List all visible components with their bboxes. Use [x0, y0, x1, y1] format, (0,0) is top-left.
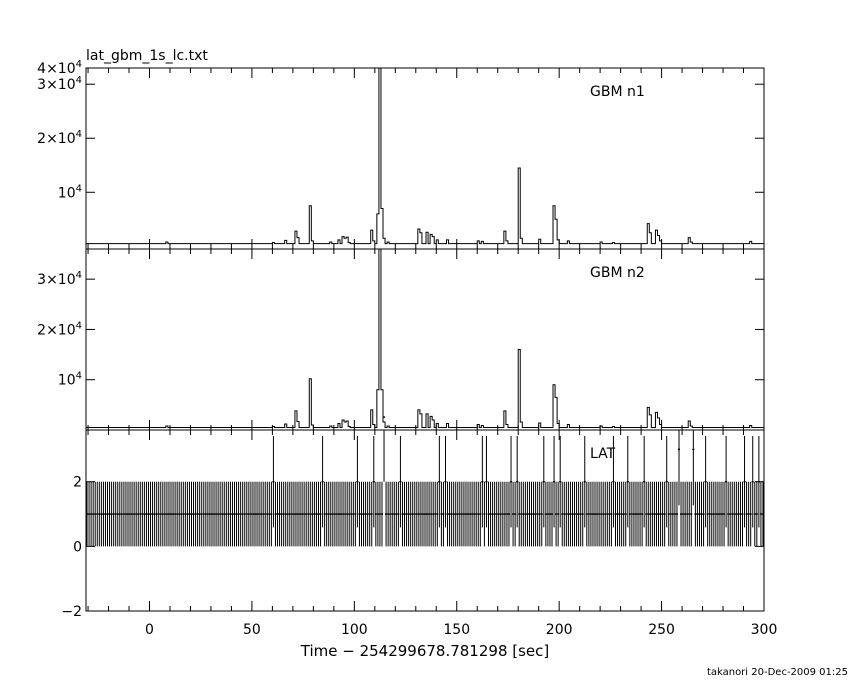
y-tick-label: 3×104 [37, 270, 82, 288]
x-tick-label: 50 [243, 622, 261, 638]
x-tick-label: 100 [341, 622, 368, 638]
panel-frame [85, 248, 765, 431]
panel-gbm-n2: 104 2×104 3×104 GBM n2 [37, 248, 765, 431]
panel-frame [85, 67, 765, 250]
series-line [86, 67, 764, 245]
y-tick-label: 2 [73, 475, 82, 491]
footer-credit: takanori 20-Dec-2009 01:25 [707, 667, 848, 678]
panel-label: LAT [590, 446, 616, 462]
y-tick-label: 2×104 [37, 320, 82, 338]
panel-label: GBM n1 [590, 84, 645, 100]
y-tick-label: 104 [58, 183, 82, 201]
x-tick-label: 150 [443, 622, 470, 638]
series-line [86, 248, 764, 428]
panel-lat: −2 0 2 LAT [61, 416, 765, 620]
x-tick-label: 300 [751, 622, 778, 638]
y-tick-label: 104 [58, 371, 82, 389]
panel-label: GBM n2 [590, 265, 645, 281]
x-tick-label: 0 [145, 622, 154, 638]
x-axis-title: Time − 254299678.781298 [sec] [300, 642, 550, 660]
chart-title: lat_gbm_1s_lc.txt [86, 48, 208, 64]
panel-frame [85, 429, 765, 612]
x-tick-label: 200 [546, 622, 573, 638]
x-axis: 0 50 100 150 200 250 300 [145, 622, 777, 638]
y-tick-label: −2 [61, 604, 82, 620]
y-tick-label: 4×104 [37, 59, 82, 77]
x-tick-label: 250 [648, 622, 675, 638]
y-tick-label: 3×104 [37, 75, 82, 93]
y-tick-label: 0 [73, 539, 82, 555]
y-tick-label: 2×104 [37, 129, 82, 147]
